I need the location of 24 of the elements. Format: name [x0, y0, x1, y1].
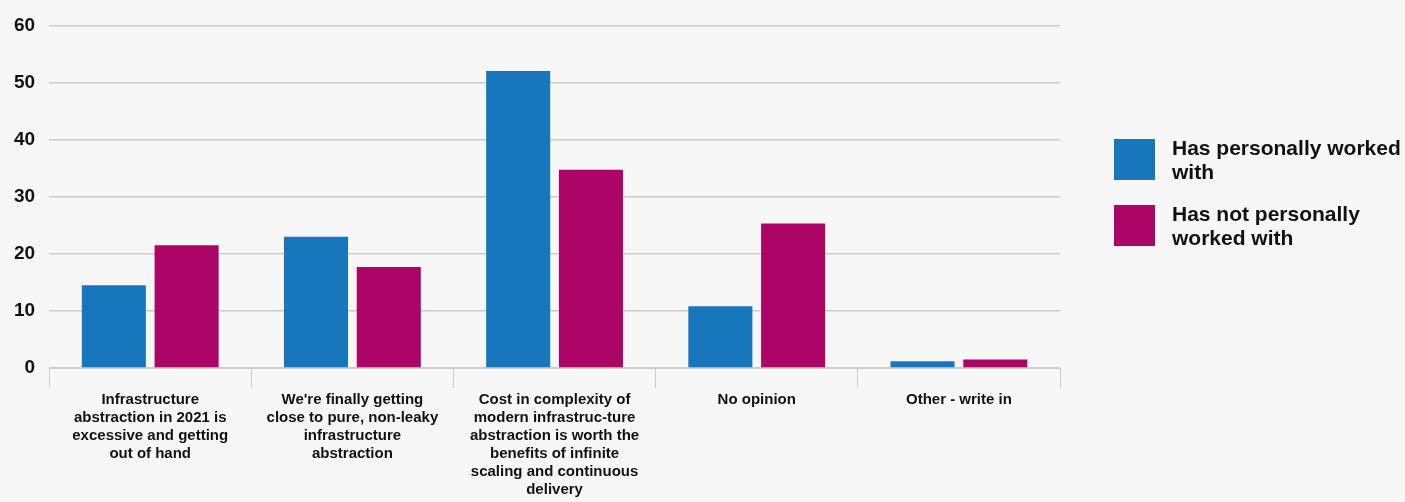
- bar: [688, 306, 753, 368]
- bar: [81, 285, 146, 368]
- y-tick-label: 50: [13, 70, 36, 92]
- x-tick-label: We're finally getting close to pure, non-leaky infrastructure abstraction: [266, 390, 439, 462]
- x-tick-label: Cost in complexity of modern infrastruc-ture abstraction is worth the benefits of infinite scaling and continuous delivery: [469, 390, 640, 498]
- bar: [761, 223, 826, 368]
- bar: [558, 169, 623, 368]
- y-tick-label: 30: [13, 184, 36, 206]
- legend-label: Has personally worked with: [1172, 136, 1402, 184]
- legend-label: Has not personally worked with: [1172, 202, 1361, 250]
- x-tick-label: Other - write in: [905, 390, 1012, 408]
- y-tick-label: 60: [13, 13, 36, 35]
- x-tick-label: Infrastructure abstraction in 2021 is excessive and getting out of hand: [72, 390, 229, 462]
- bar: [890, 361, 955, 368]
- bar: [963, 359, 1028, 368]
- y-tick-label: 0: [24, 356, 36, 378]
- bar: [486, 71, 551, 368]
- y-tick-label: 10: [13, 299, 36, 321]
- bar: [356, 266, 421, 368]
- bar: [154, 245, 219, 368]
- y-tick-label: 40: [13, 127, 36, 149]
- y-tick-label: 20: [13, 242, 36, 264]
- bar: [283, 236, 349, 368]
- x-tick-label: No opinion: [717, 390, 796, 408]
